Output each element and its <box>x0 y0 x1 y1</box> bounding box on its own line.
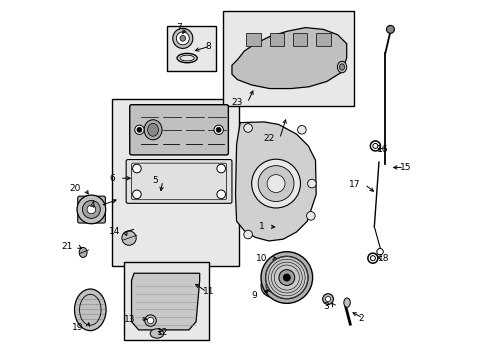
Ellipse shape <box>258 166 293 202</box>
Ellipse shape <box>386 26 394 33</box>
Ellipse shape <box>251 159 300 208</box>
Ellipse shape <box>261 274 284 297</box>
FancyBboxPatch shape <box>78 196 105 223</box>
Ellipse shape <box>132 164 141 173</box>
Ellipse shape <box>265 279 278 292</box>
Ellipse shape <box>122 231 136 245</box>
Ellipse shape <box>214 125 223 134</box>
Ellipse shape <box>172 28 192 48</box>
Text: 15: 15 <box>399 163 410 172</box>
Ellipse shape <box>376 248 383 255</box>
Ellipse shape <box>176 32 189 45</box>
Polygon shape <box>235 122 316 241</box>
Ellipse shape <box>244 230 252 239</box>
Ellipse shape <box>217 164 225 173</box>
Ellipse shape <box>325 297 330 302</box>
Text: 1: 1 <box>258 222 264 231</box>
Ellipse shape <box>180 36 185 41</box>
Text: 13: 13 <box>123 315 135 324</box>
Text: 12: 12 <box>156 328 168 337</box>
Text: 18: 18 <box>377 254 388 263</box>
Ellipse shape <box>74 289 106 330</box>
Text: 5: 5 <box>152 176 158 185</box>
Ellipse shape <box>265 256 308 299</box>
Ellipse shape <box>343 298 349 307</box>
Ellipse shape <box>144 315 156 326</box>
Ellipse shape <box>278 270 294 285</box>
Text: 14: 14 <box>109 228 121 237</box>
Polygon shape <box>231 28 346 89</box>
Ellipse shape <box>144 120 162 140</box>
Ellipse shape <box>339 64 344 70</box>
Polygon shape <box>316 33 330 45</box>
Text: 9: 9 <box>251 291 257 300</box>
Text: 23: 23 <box>231 98 242 107</box>
Text: 6: 6 <box>109 174 115 183</box>
Text: 4: 4 <box>90 201 96 210</box>
Ellipse shape <box>87 205 96 214</box>
Ellipse shape <box>77 195 105 224</box>
Ellipse shape <box>307 179 316 188</box>
Ellipse shape <box>266 175 285 193</box>
Text: 2: 2 <box>358 314 364 323</box>
Polygon shape <box>246 33 260 45</box>
Ellipse shape <box>244 124 252 132</box>
Ellipse shape <box>79 247 87 257</box>
Ellipse shape <box>337 61 346 73</box>
Text: 8: 8 <box>205 42 211 51</box>
Ellipse shape <box>147 318 153 324</box>
Ellipse shape <box>261 252 312 303</box>
Text: 20: 20 <box>69 184 80 193</box>
Ellipse shape <box>217 190 225 199</box>
Ellipse shape <box>297 126 305 134</box>
Text: 21: 21 <box>61 242 73 251</box>
Text: 22: 22 <box>263 134 274 143</box>
Ellipse shape <box>150 329 163 338</box>
Ellipse shape <box>147 123 158 136</box>
Ellipse shape <box>216 127 221 132</box>
Bar <box>223 12 353 107</box>
Text: 16: 16 <box>376 145 387 154</box>
Text: 19: 19 <box>71 323 83 332</box>
Bar <box>124 262 208 339</box>
Bar <box>167 26 215 71</box>
Ellipse shape <box>137 127 142 132</box>
Text: 11: 11 <box>202 287 214 296</box>
Text: 3: 3 <box>323 302 329 311</box>
Text: 10: 10 <box>256 254 267 263</box>
Ellipse shape <box>132 190 141 199</box>
FancyBboxPatch shape <box>126 159 231 203</box>
Bar <box>112 99 239 266</box>
Ellipse shape <box>82 201 100 219</box>
Ellipse shape <box>306 212 314 220</box>
Polygon shape <box>131 273 199 330</box>
FancyBboxPatch shape <box>129 105 228 155</box>
Ellipse shape <box>135 125 144 134</box>
Polygon shape <box>292 33 306 45</box>
Polygon shape <box>269 33 284 45</box>
Text: 7: 7 <box>176 23 182 32</box>
Ellipse shape <box>283 274 290 281</box>
Ellipse shape <box>322 294 333 305</box>
Text: 17: 17 <box>348 180 359 189</box>
